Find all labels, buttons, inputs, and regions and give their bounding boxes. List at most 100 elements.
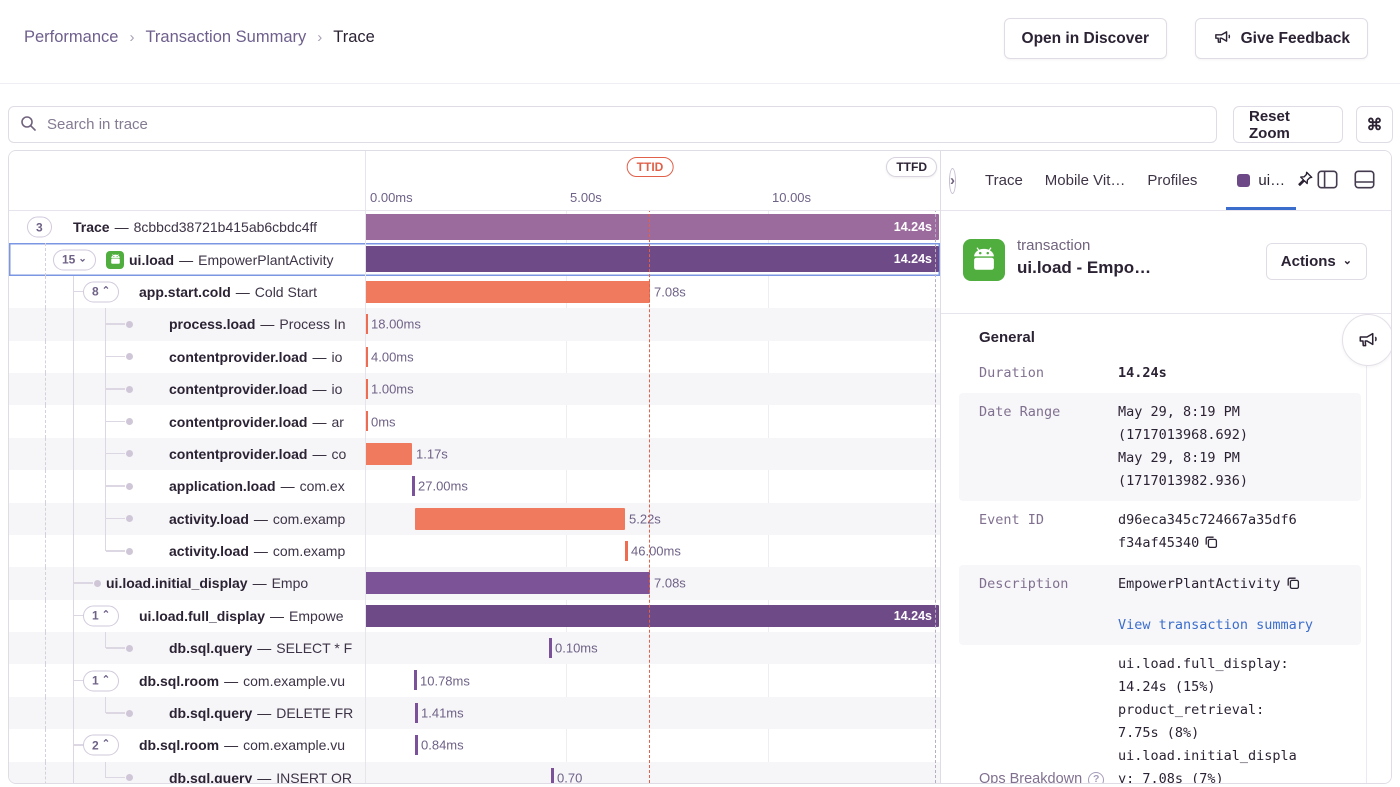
tree-connector-line [45,599,46,633]
help-icon[interactable]: ? [1088,771,1105,783]
children-count-pill[interactable]: 8 ⌃ [83,281,120,303]
children-count-pill[interactable]: 1 ⌃ [83,670,120,692]
tree-bar-divider[interactable] [365,151,366,783]
span-op-description: ui.load — EmpowerPlantActivity [129,251,334,268]
span-row-contentprovider.load[interactable]: contentprovider.load — io 1.00ms [9,372,940,406]
search-input[interactable] [45,115,1205,134]
span-row-label-cell: 15 ⌄ ui.load — EmpowerPlantActivity [9,243,365,276]
duration-label: 5.22s [629,511,661,527]
pin-tab-button[interactable] [1296,167,1313,195]
span-row-db.sql.room[interactable]: 1 ⌃ db.sql.room — com.example.vu 10.78ms [9,664,940,697]
ttfd-badge[interactable]: TTFD [886,157,937,177]
search-in-trace-box[interactable] [8,106,1217,143]
span-op-description: Trace —8cbbcd38721b415ab6cbdc4ff [73,219,318,236]
give-feedback-button[interactable]: Give Feedback [1194,18,1368,59]
span-row-Trace[interactable]: 3 Trace —8cbbcd38721b415ab6cbdc4ff 14.24s [9,211,940,243]
span-row-db.sql.query[interactable]: db.sql.query — SELECT * F 0.10ms [9,632,940,665]
span-bar-cell: 14.24s [365,211,940,243]
span-row-application.load[interactable]: application.load — com.ex 27.00ms [9,470,940,503]
span-op-description: activity.load — com.examp [169,510,346,527]
duration-label: 1.00ms [371,381,414,397]
span-row-db.sql.query[interactable]: db.sql.query — DELETE FR 1.41ms [9,696,940,730]
children-count-pill[interactable]: 15 ⌄ [53,249,96,271]
open-in-discover-label: Open in Discover [1021,29,1149,47]
span-row-ui.load.full_display[interactable]: 1 ⌃ ui.load.full_display — Empowe 14.24s [9,599,940,633]
dock-bottom-icon [1354,169,1375,192]
span-row-ui.load[interactable]: 15 ⌄ ui.load — EmpowerPlantActivity 14.24s [9,243,940,276]
copy-icon[interactable] [1204,534,1218,557]
span-duration-bar[interactable] [365,572,650,595]
feedback-fab-button[interactable] [1342,314,1391,366]
span-duration-tick[interactable] [365,378,368,399]
span-duration-tick[interactable] [365,411,368,432]
span-duration-tick[interactable] [365,346,368,367]
span-duration-bar[interactable] [365,442,412,465]
children-count-pill[interactable]: 1 ⌃ [83,605,120,627]
tab-mobile-vitals[interactable]: Mobile Vit… [1044,172,1126,189]
span-row-contentprovider.load[interactable]: contentprovider.load — ar 0ms [9,405,940,438]
span-duration-tick[interactable] [415,735,418,756]
ops-breakdown-entry: ui.load.full_display: 14.24s (15%) [1118,656,1289,695]
open-in-discover-button[interactable]: Open in Discover [1003,18,1167,59]
span-duration-tick[interactable] [551,767,554,783]
span-duration-tick[interactable] [415,702,418,723]
tree-connector-line [45,696,46,730]
tab-trace[interactable]: Trace [985,172,1023,189]
view-transaction-summary-link[interactable]: View transaction summary [1118,617,1314,633]
duration-label: 7.08s [654,575,686,591]
tree-connector-line [105,308,106,341]
reset-zoom-button[interactable]: Reset Zoom [1233,106,1343,143]
span-duration-tick[interactable] [365,314,368,335]
span-row-db.sql.query[interactable]: db.sql.query — INSERT OR 0.70 [9,761,940,783]
span-duration-bar[interactable] [365,280,650,303]
span-row-activity.load[interactable]: activity.load — com.examp 5.22s [9,502,940,535]
breadcrumb-trace: Trace [333,28,375,46]
span-row-contentprovider.load[interactable]: contentprovider.load — co 1.17s [9,437,940,471]
children-count-pill[interactable]: 3 [27,216,52,238]
span-row-process.load[interactable]: process.load — Process In 18.00ms [9,308,940,341]
tree-connector-line [73,761,74,783]
copy-icon[interactable] [1286,575,1300,598]
span-op-description: contentprovider.load — io [169,348,343,365]
span-duration-bar[interactable]: 14.24s [365,246,939,273]
collapse-panel-button[interactable]: › [949,167,956,194]
span-duration-tick[interactable] [549,638,552,659]
actions-label: Actions [1280,253,1336,270]
tree-connector-stub [106,388,125,390]
breadcrumb-performance[interactable]: Performance [24,28,119,46]
span-row-label-cell: 1 ⌃ ui.load.full_display — Empowe [9,599,365,633]
dock-right-button[interactable] [1387,167,1391,195]
general-section: General Duration 14.24s Date Range May 29, … [941,313,1391,783]
span-duration-tick[interactable] [412,476,415,497]
span-row-db.sql.room[interactable]: 2 ⌃ db.sql.room — com.example.vu 0.84ms [9,729,940,762]
leaf-dot [126,709,133,717]
span-row-app.start.cold[interactable]: 8 ⌃ app.start.cold — Cold Start 7.08s [9,275,940,309]
children-count-pill[interactable]: 2 ⌃ [83,734,120,756]
span-duration-bar[interactable]: 14.24s [365,214,939,240]
kv-value: 14.24s [1118,365,1167,381]
tree-connector-line [73,340,74,373]
span-duration-bar[interactable]: 14.24s [365,604,939,627]
ops-breakdown-entry: product_retrieval: 7.75s (8%) [1118,702,1265,741]
shortcut-button[interactable]: ⌘ [1356,106,1393,143]
span-row-contentprovider.load[interactable]: contentprovider.load — io 4.00ms [9,340,940,373]
span-duration-bar[interactable] [415,507,625,530]
span-row-activity.load[interactable]: activity.load — com.examp 46.00ms [9,534,940,568]
span-row-ui.load.initial_display[interactable]: ui.load.initial_display — Empo 7.08s [9,567,940,600]
span-duration-tick[interactable] [625,540,628,561]
tab-profiles[interactable]: Profiles [1147,172,1198,189]
actions-button[interactable]: Actions ⌄ [1265,243,1367,280]
ttid-badge[interactable]: TTID [626,157,674,177]
span-row-label-cell: db.sql.query — DELETE FR [9,696,365,730]
span-bar-cell: 46.00ms [365,535,940,567]
span-row-label-cell: 3 Trace —8cbbcd38721b415ab6cbdc4ff [9,211,365,243]
tree-connector-line [105,340,106,373]
chevron-down-icon: ⌄ [1342,255,1352,267]
breadcrumb-transaction-summary[interactable]: Transaction Summary [145,28,307,46]
dock-bottom-button[interactable] [1350,167,1378,195]
span-op-description: db.sql.query — DELETE FR [169,705,354,722]
span-duration-tick[interactable] [414,670,417,691]
tab-span-active[interactable]: ui… [1226,151,1297,210]
layout-toggle-group [1313,167,1391,195]
dock-left-button[interactable] [1313,167,1341,195]
